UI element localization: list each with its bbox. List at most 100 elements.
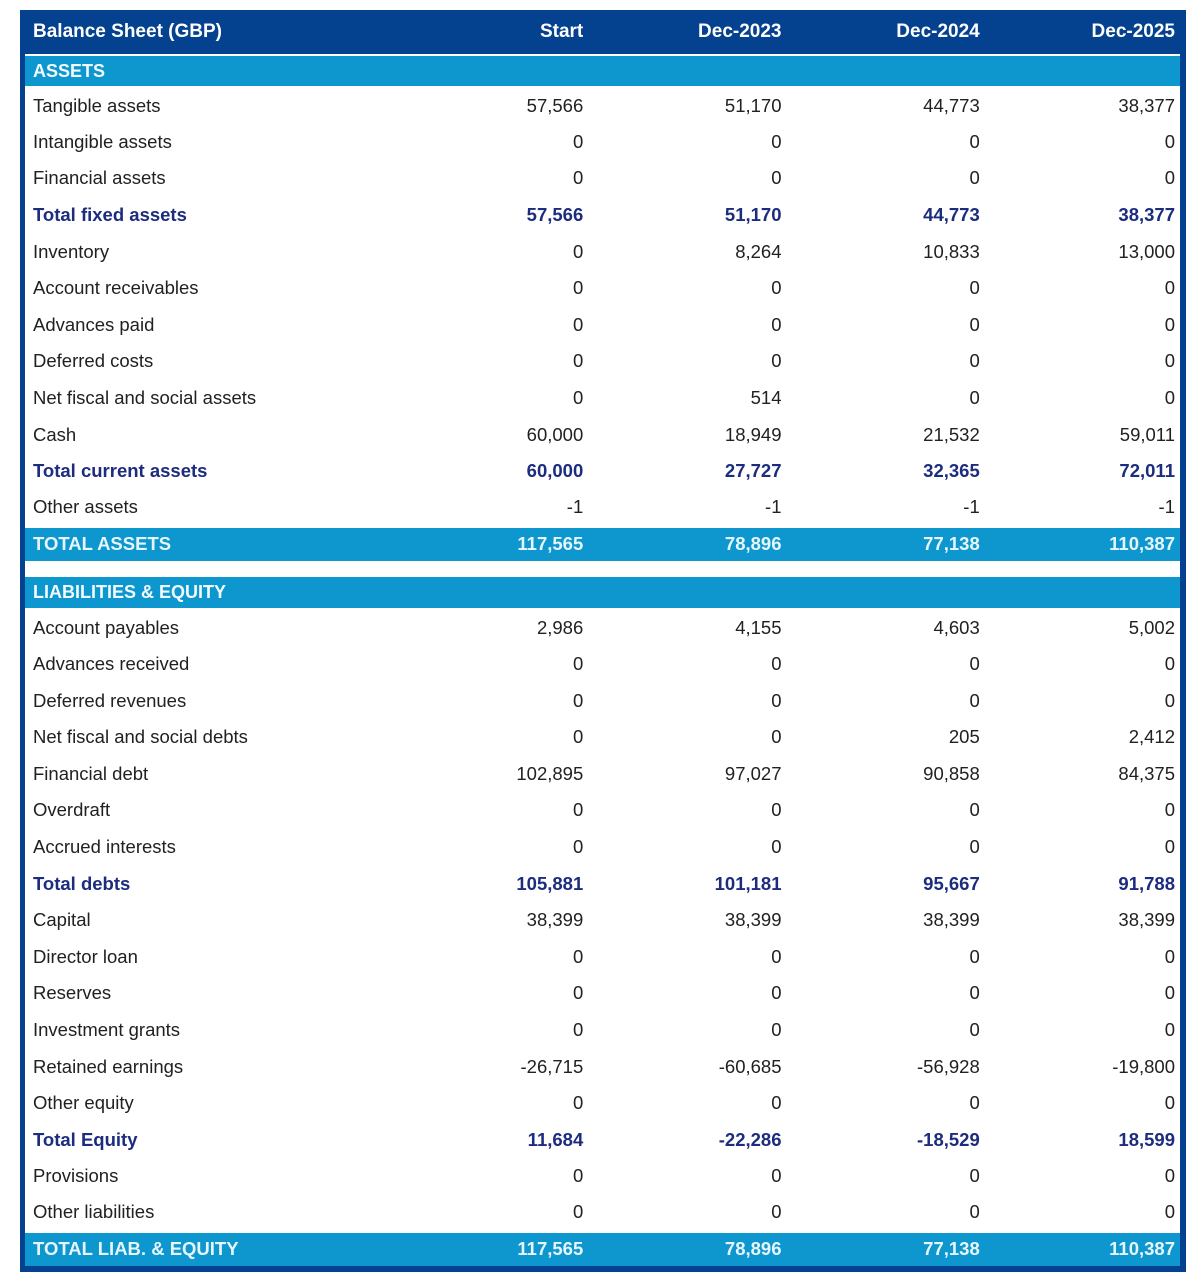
table-row: Total fixed assets 57,566 51,170 44,773 38,3… xyxy=(25,196,1180,234)
cell-value: 0 xyxy=(981,1194,1180,1232)
cell-value: 60,000 xyxy=(387,416,586,453)
row-label: Total debts xyxy=(25,865,387,902)
cell-value: 0 xyxy=(585,645,784,683)
row-label: Account payables xyxy=(25,609,387,646)
cell-value: -1 xyxy=(387,489,586,527)
table-row: Financial assets 0 0 0 0 xyxy=(25,160,1180,197)
cell-value: 0 xyxy=(585,828,784,866)
cell-value: 0 xyxy=(387,1158,586,1195)
cell-value: 2,412 xyxy=(981,718,1180,756)
table-row: Other equity 0 0 0 0 xyxy=(25,1084,1180,1122)
cell-value: 0 xyxy=(585,269,784,307)
cell-value: 57,566 xyxy=(387,196,586,234)
table-row: Advances received 0 0 0 0 xyxy=(25,645,1180,683)
row-label: Capital xyxy=(25,901,387,939)
section-header: LIABILITIES & EQUITY xyxy=(25,577,1180,611)
cell-value: -19,800 xyxy=(981,1048,1180,1085)
total-row: TOTAL LIAB. & EQUITY 117,565 78,896 77,138 1… xyxy=(25,1229,1180,1267)
column-header-start: Start xyxy=(387,10,586,56)
row-label: Net fiscal and social assets xyxy=(25,379,387,417)
cell-value: 0 xyxy=(585,1011,784,1049)
cell-value: 0 xyxy=(585,123,784,161)
row-label: Total fixed assets xyxy=(25,196,387,234)
row-label: Cash xyxy=(25,416,387,453)
cell-value: 0 xyxy=(387,828,586,866)
cell-value: 0 xyxy=(387,269,586,307)
cell-value: 44,773 xyxy=(783,196,982,234)
cell-value: 0 xyxy=(387,718,586,756)
section-header: ASSETS xyxy=(25,55,1180,88)
table-row: Reserves 0 0 0 0 xyxy=(25,975,1180,1012)
row-label: Deferred costs xyxy=(25,343,387,380)
cell-value: 0 xyxy=(387,306,586,344)
row-label: Director loan xyxy=(25,938,387,976)
cell-value: 0 xyxy=(981,975,1180,1012)
total-row-label: TOTAL LIAB. & EQUITY xyxy=(25,1229,387,1267)
cell-value: 102,895 xyxy=(387,755,586,793)
table-row: Overdraft 0 0 0 0 xyxy=(25,792,1180,829)
table-row: Deferred revenues 0 0 0 0 xyxy=(25,682,1180,719)
cell-value: 0 xyxy=(585,1194,784,1232)
cell-value: 0 xyxy=(981,379,1180,417)
cell-value: 97,027 xyxy=(585,755,784,793)
cell-value: 0 xyxy=(585,343,784,380)
cell-value: 21,532 xyxy=(783,416,982,453)
cell-value: 0 xyxy=(585,792,784,829)
cell-value: 72,011 xyxy=(981,452,1180,490)
cell-value: 8,264 xyxy=(585,233,784,270)
cell-value: 0 xyxy=(783,645,982,683)
row-label: Other assets xyxy=(25,489,387,527)
row-label: Overdraft xyxy=(25,792,387,829)
cell-value: 18,949 xyxy=(585,416,784,453)
table-row: Retained earnings -26,715 -60,685 -56,928 -1… xyxy=(25,1048,1180,1085)
cell-value: 0 xyxy=(387,645,586,683)
cell-value: -26,715 xyxy=(387,1048,586,1085)
cell-value: 0 xyxy=(387,160,586,197)
cell-value: -56,928 xyxy=(783,1048,982,1085)
table-row: Net fiscal and social assets 0 514 0 0 xyxy=(25,379,1180,417)
table-row: Deferred costs 0 0 0 0 xyxy=(25,343,1180,380)
row-label: Total Equity xyxy=(25,1121,387,1159)
cell-value: 0 xyxy=(783,306,982,344)
cell-value: 0 xyxy=(981,269,1180,307)
cell-value: 0 xyxy=(981,123,1180,161)
cell-value: 0 xyxy=(387,682,586,719)
table-row: Total debts 105,881 101,181 95,667 91,788 xyxy=(25,865,1180,902)
table-row: Investment grants 0 0 0 0 xyxy=(25,1011,1180,1049)
cell-value: 27,727 xyxy=(585,452,784,490)
row-label: Advances paid xyxy=(25,306,387,344)
section-spacer xyxy=(25,561,1180,578)
cell-value: 0 xyxy=(585,306,784,344)
cell-value: 0 xyxy=(387,792,586,829)
cell-value: 57,566 xyxy=(387,87,586,124)
cell-value: 4,155 xyxy=(585,609,784,646)
column-header-dec-2023: Dec-2023 xyxy=(585,10,784,56)
cell-value: 51,170 xyxy=(585,87,784,124)
cell-value: 0 xyxy=(981,938,1180,976)
cell-value: 51,170 xyxy=(585,196,784,234)
balance-sheet-table: Balance Sheet (GBP) Start Dec-2023 Dec-2… xyxy=(20,10,1186,1273)
cell-value: 0 xyxy=(387,938,586,976)
row-label: Investment grants xyxy=(25,1011,387,1049)
cell-value: -22,286 xyxy=(585,1121,784,1159)
total-row: TOTAL ASSETS 117,565 78,896 77,138 110,387 xyxy=(25,524,1180,562)
cell-value: 0 xyxy=(585,682,784,719)
cell-value: 0 xyxy=(783,343,982,380)
cell-value: 0 xyxy=(981,1011,1180,1049)
cell-value: 0 xyxy=(387,1084,586,1122)
table-row: Provisions 0 0 0 0 xyxy=(25,1158,1180,1195)
cell-value: 0 xyxy=(783,160,982,197)
cell-value: 105,881 xyxy=(387,865,586,902)
cell-value: 0 xyxy=(387,1194,586,1232)
cell-value: 0 xyxy=(981,1084,1180,1122)
cell-value: 38,377 xyxy=(981,87,1180,124)
row-label: Reserves xyxy=(25,975,387,1012)
cell-value: 0 xyxy=(585,975,784,1012)
table-row: Other assets -1 -1 -1 -1 xyxy=(25,489,1180,527)
cell-value: 5,002 xyxy=(981,609,1180,646)
table-row: Intangible assets 0 0 0 0 xyxy=(25,123,1180,161)
cell-value: 0 xyxy=(585,1084,784,1122)
table-row: Financial debt 102,895 97,027 90,858 84,375 xyxy=(25,755,1180,793)
total-cell-value: 117,565 xyxy=(387,524,586,562)
cell-value: 0 xyxy=(585,160,784,197)
